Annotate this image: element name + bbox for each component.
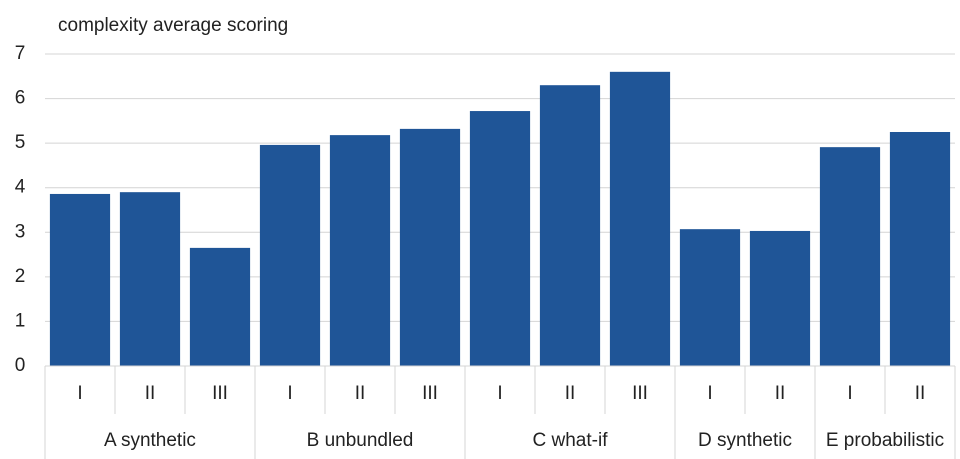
- y-tick-label: 7: [15, 43, 26, 64]
- x-tick-label: I: [707, 383, 712, 404]
- x-tick-label: I: [77, 383, 82, 404]
- x-tick-label: III: [422, 383, 438, 404]
- bar: [189, 247, 251, 366]
- y-tick-label: 5: [15, 132, 26, 153]
- bar: [259, 144, 321, 366]
- bar: [679, 229, 741, 366]
- x-tick-label: I: [847, 383, 852, 404]
- x-tick-label: II: [565, 383, 576, 404]
- group-label: E probabilistic: [826, 430, 944, 451]
- y-tick-label: 6: [15, 88, 26, 109]
- x-tick-label: I: [497, 383, 502, 404]
- bar: [889, 132, 951, 366]
- bar: [539, 85, 601, 366]
- chart-title: complexity average scoring: [58, 15, 288, 36]
- x-tick-label: II: [775, 383, 786, 404]
- group-label: D synthetic: [698, 430, 792, 451]
- group-label: C what-if: [533, 430, 609, 451]
- bar: [469, 111, 531, 367]
- x-tick-label: II: [355, 383, 366, 404]
- y-tick-label: 0: [15, 355, 26, 376]
- group-label: A synthetic: [104, 430, 196, 451]
- x-tick-label: II: [915, 383, 926, 404]
- bar: [609, 71, 671, 366]
- y-tick-label: 3: [15, 221, 26, 242]
- x-tick-label: III: [632, 383, 648, 404]
- x-tick-label: I: [287, 383, 292, 404]
- y-tick-label: 1: [15, 310, 26, 331]
- bar: [329, 135, 391, 366]
- bar: [399, 128, 461, 366]
- x-tick-label: II: [145, 383, 156, 404]
- y-tick-label: 4: [15, 177, 26, 198]
- group-label: B unbundled: [307, 430, 414, 451]
- x-tick-label: III: [212, 383, 228, 404]
- bar: [119, 192, 181, 366]
- bar: [749, 230, 811, 366]
- bar: [819, 147, 881, 366]
- y-tick-label: 2: [15, 266, 26, 287]
- bar: [49, 193, 111, 366]
